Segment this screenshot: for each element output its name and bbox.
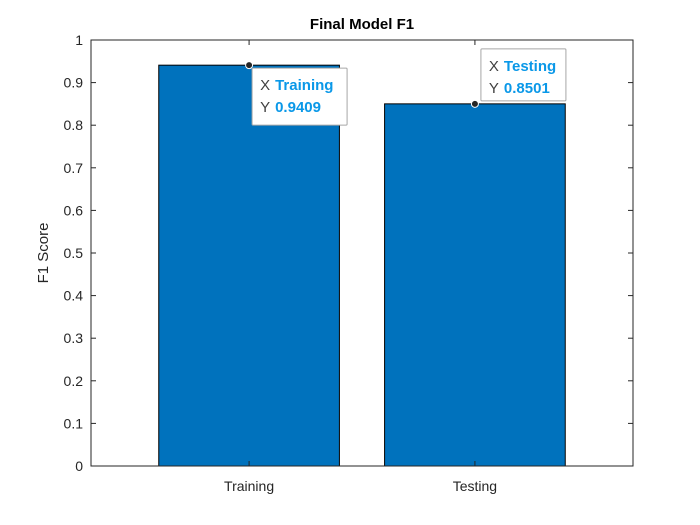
datatip-x-line: X Testing xyxy=(489,58,556,75)
y-tick-label: 0.8 xyxy=(64,117,84,133)
datatip-x-line: X Training xyxy=(260,77,333,94)
datatip-box xyxy=(480,48,567,102)
bar-testing xyxy=(384,103,566,467)
datatip-x-key: X xyxy=(489,58,499,75)
y-tick-label: 0.9 xyxy=(64,75,84,91)
datatip-box xyxy=(251,67,348,126)
y-tick-label: 0.6 xyxy=(64,202,84,218)
datatip-marker xyxy=(245,61,254,70)
y-tick-label: 0.1 xyxy=(64,415,84,431)
datatip-y-key: Y xyxy=(489,80,499,97)
datatip-y-line: Y 0.9409 xyxy=(260,99,321,116)
y-tick-label: 1 xyxy=(75,32,83,48)
bar-training xyxy=(158,64,340,467)
datatip-y-key: Y xyxy=(260,99,270,116)
datatip-x-value: Training xyxy=(275,77,333,94)
y-tick-label: 0.5 xyxy=(64,245,84,261)
datatip-y-value: 0.9409 xyxy=(275,99,321,116)
y-tick-label: 0.7 xyxy=(64,160,84,176)
datatip-x-value: Testing xyxy=(504,58,556,75)
y-axis-label: F1 Score xyxy=(35,223,52,284)
x-tick-label: Training xyxy=(224,478,274,494)
y-tick-label: 0 xyxy=(75,458,83,474)
x-tick-label: Testing xyxy=(453,478,497,494)
datatip-y-line: Y 0.8501 xyxy=(489,80,550,97)
datatip-marker xyxy=(470,99,479,108)
y-tick-label: 0.2 xyxy=(64,373,84,389)
datatip-x-key: X xyxy=(260,77,270,94)
chart-title: Final Model F1 xyxy=(310,16,414,33)
datatip-y-value: 0.8501 xyxy=(504,80,550,97)
y-tick-label: 0.4 xyxy=(64,288,84,304)
y-tick-label: 0.3 xyxy=(64,330,84,346)
